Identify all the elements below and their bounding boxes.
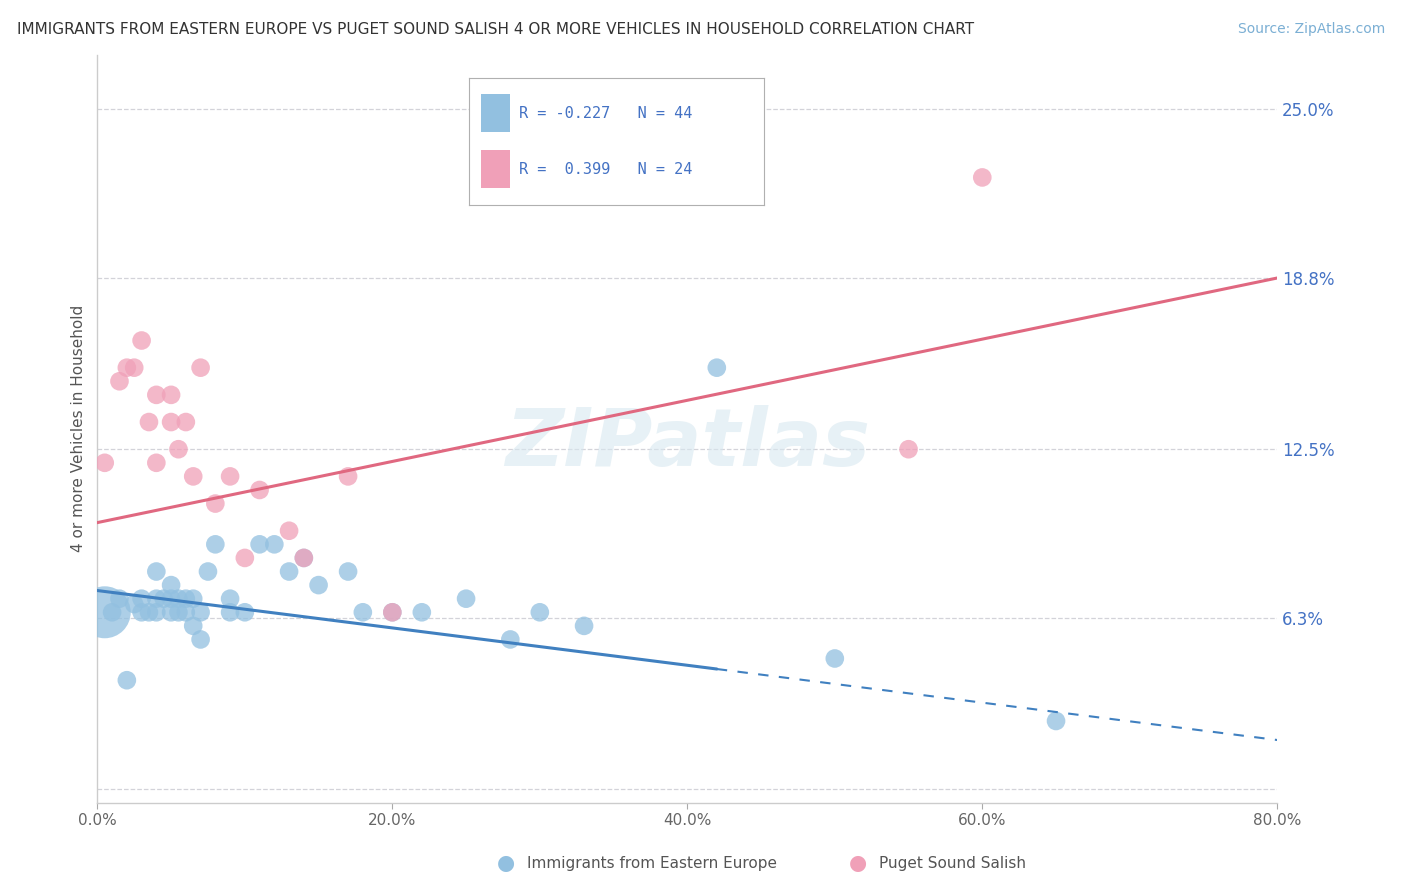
Point <box>381 605 404 619</box>
Point <box>181 469 204 483</box>
Point <box>108 374 131 388</box>
Point <box>145 591 167 606</box>
Point <box>145 605 167 619</box>
Point <box>174 591 197 606</box>
Point <box>233 605 256 619</box>
Point <box>263 537 285 551</box>
Point <box>219 469 242 483</box>
Point <box>292 550 315 565</box>
Point <box>499 632 522 647</box>
Point <box>160 591 183 606</box>
Point <box>181 619 204 633</box>
Point <box>572 619 595 633</box>
Point <box>174 415 197 429</box>
Text: ●: ● <box>849 854 866 873</box>
Point <box>411 605 433 619</box>
Point <box>160 605 183 619</box>
Point <box>278 524 301 538</box>
Point <box>138 605 160 619</box>
Point <box>824 651 846 665</box>
Point <box>204 497 226 511</box>
Y-axis label: 4 or more Vehicles in Household: 4 or more Vehicles in Household <box>72 305 86 552</box>
Text: Source: ZipAtlas.com: Source: ZipAtlas.com <box>1237 22 1385 37</box>
Point <box>145 388 167 402</box>
Point <box>897 442 920 457</box>
Point <box>93 456 115 470</box>
Point <box>352 605 374 619</box>
Point <box>167 605 190 619</box>
Point <box>972 170 994 185</box>
Text: IMMIGRANTS FROM EASTERN EUROPE VS PUGET SOUND SALISH 4 OR MORE VEHICLES IN HOUSE: IMMIGRANTS FROM EASTERN EUROPE VS PUGET … <box>17 22 974 37</box>
Text: ●: ● <box>498 854 515 873</box>
Point <box>174 605 197 619</box>
Point <box>706 360 728 375</box>
Point <box>152 591 174 606</box>
Point <box>1045 714 1067 728</box>
Point <box>115 673 138 688</box>
Point <box>181 591 204 606</box>
Point <box>308 578 330 592</box>
Point <box>529 605 551 619</box>
Point <box>249 537 271 551</box>
Point <box>278 565 301 579</box>
Point <box>337 469 360 483</box>
Point <box>197 565 219 579</box>
Point <box>219 605 242 619</box>
Point <box>93 605 115 619</box>
Point <box>108 591 131 606</box>
Point <box>337 565 360 579</box>
Point <box>122 360 145 375</box>
Point <box>204 537 226 551</box>
Point <box>249 483 271 497</box>
Text: Immigrants from Eastern Europe: Immigrants from Eastern Europe <box>527 856 778 871</box>
Text: ZIPatlas: ZIPatlas <box>505 405 870 483</box>
Point <box>131 591 153 606</box>
Point <box>101 605 124 619</box>
Point <box>190 632 212 647</box>
Point <box>160 388 183 402</box>
Point <box>292 550 315 565</box>
Point <box>233 550 256 565</box>
Point <box>160 578 183 592</box>
Point <box>190 360 212 375</box>
Point <box>454 591 477 606</box>
Point <box>381 605 404 619</box>
Point <box>145 456 167 470</box>
Point <box>160 415 183 429</box>
Text: Puget Sound Salish: Puget Sound Salish <box>879 856 1026 871</box>
Point <box>190 605 212 619</box>
Point <box>131 334 153 348</box>
Point <box>167 442 190 457</box>
Point <box>115 360 138 375</box>
Point <box>122 597 145 611</box>
Point <box>219 591 242 606</box>
Point <box>138 415 160 429</box>
Point <box>145 565 167 579</box>
Point <box>131 605 153 619</box>
Point <box>167 591 190 606</box>
